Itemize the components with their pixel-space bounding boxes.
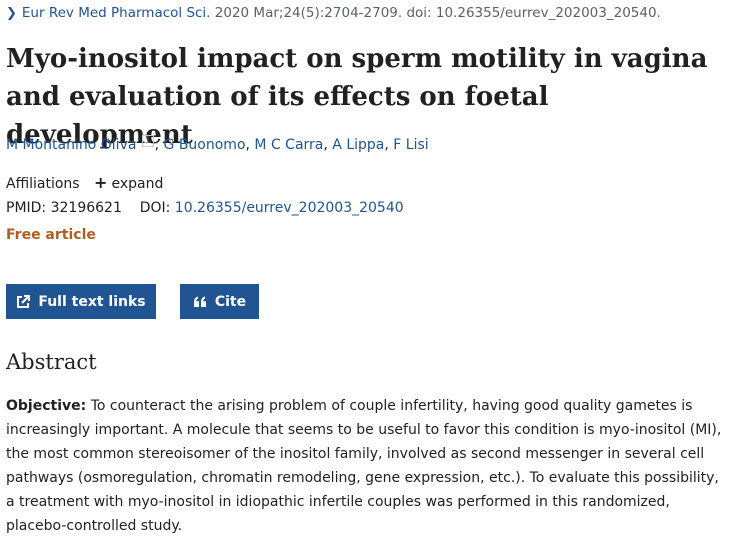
author-link[interactable]: A Lippa: [332, 137, 385, 153]
quote-icon: [193, 296, 207, 308]
identifiers-row: PMID: 32196621 DOI: 10.26355/eurrev_2020…: [6, 200, 404, 216]
author-link[interactable]: F Lisi: [393, 137, 429, 153]
abstract-text: Objective: To counteract the arising pro…: [6, 394, 726, 538]
author-link[interactable]: M Montanino Oliva: [6, 137, 137, 153]
cite-button[interactable]: Cite: [180, 284, 259, 319]
author-separator: ,: [154, 137, 164, 153]
cite-label: Cite: [214, 293, 247, 310]
doi-link[interactable]: 10.26355/eurrev_202003_20540: [174, 200, 404, 216]
author-separator: ,: [384, 137, 394, 153]
affiliations-row: Affiliations + expand: [6, 173, 163, 192]
article-title: Myo-inositol impact on sperm motility in…: [6, 44, 708, 150]
author-link[interactable]: G Buonomo: [163, 137, 246, 153]
expand-affiliations-button[interactable]: + expand: [94, 173, 164, 192]
free-article-badge: Free article: [6, 227, 96, 243]
chevron-right-icon: ❯: [6, 6, 17, 21]
full-text-label: Full text links: [38, 293, 146, 310]
citation-details: 2020 Mar;24(5):2704-2709. doi: 10.26355/…: [214, 5, 661, 21]
author-separator: ,: [323, 137, 333, 153]
author-list: M Montanino Oliva 1, G Buonomo, M C Carr…: [6, 135, 429, 153]
pmid-label: PMID:: [6, 200, 47, 216]
journal-link[interactable]: Eur Rev Med Pharmacol Sci.: [21, 5, 211, 21]
external-link-icon: [16, 294, 31, 309]
affiliations-label: Affiliations: [6, 176, 80, 192]
objective-text: To counteract the arising problem of cou…: [6, 398, 722, 534]
author-link[interactable]: M C Carra: [254, 137, 324, 153]
abstract-heading: Abstract: [6, 350, 97, 374]
affiliation-ref[interactable]: 1: [141, 135, 154, 147]
doi-label: DOI:: [139, 200, 171, 216]
pmid-value: 32196621: [50, 200, 122, 216]
plus-icon: +: [94, 173, 108, 192]
full-text-links-button[interactable]: Full text links: [6, 284, 156, 319]
expand-label: expand: [111, 176, 164, 192]
citation-line: ❯ Eur Rev Med Pharmacol Sci. 2020 Mar;24(…: [6, 5, 661, 21]
objective-label: Objective:: [6, 398, 87, 414]
author-separator: ,: [245, 137, 255, 153]
